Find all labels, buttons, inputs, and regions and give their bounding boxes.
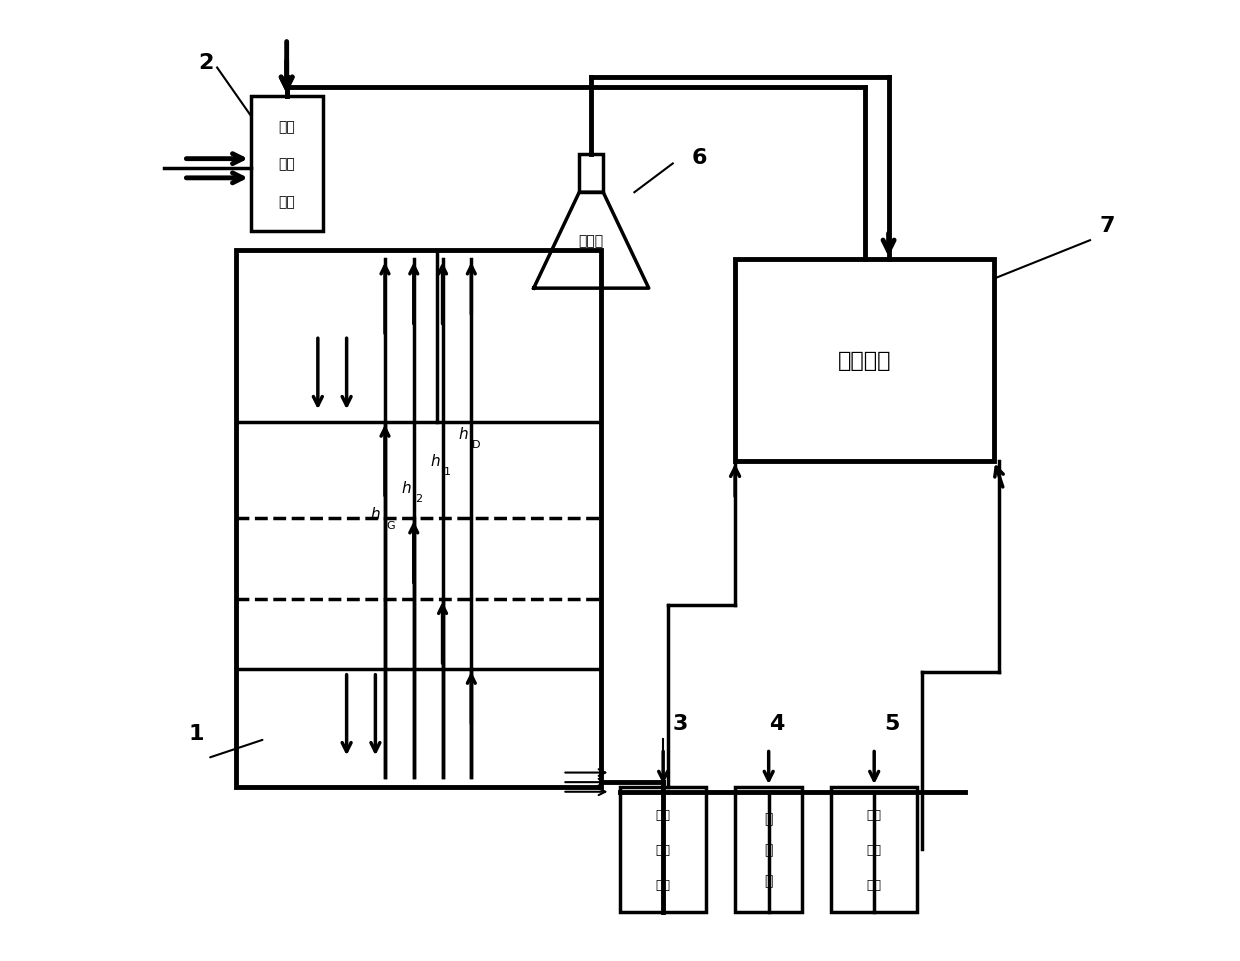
Text: 泵: 泵 (765, 874, 773, 888)
Text: 测距仪: 测距仪 (579, 234, 604, 248)
Text: 3: 3 (673, 714, 688, 733)
Text: G: G (386, 521, 394, 530)
Text: h: h (430, 454, 440, 468)
Bar (579, 155, 603, 193)
Text: 6: 6 (692, 148, 708, 168)
Text: 1: 1 (444, 467, 450, 477)
Text: 率测: 率测 (867, 843, 882, 856)
Text: 1: 1 (188, 724, 203, 743)
Text: 出油: 出油 (656, 808, 671, 821)
Text: 2: 2 (414, 494, 422, 504)
Text: 油: 油 (765, 843, 773, 856)
Bar (250, 97, 322, 232)
Bar (620, 787, 707, 912)
Text: 控制系统: 控制系统 (838, 351, 892, 371)
Bar (831, 787, 918, 912)
Text: 4: 4 (769, 714, 784, 733)
Text: 试仪: 试仪 (867, 877, 882, 891)
Bar (237, 251, 601, 787)
Text: h: h (402, 480, 410, 495)
Text: 石: 石 (765, 811, 773, 825)
Text: 电磁: 电磁 (656, 843, 671, 856)
Text: 7: 7 (1100, 215, 1115, 235)
Text: 2: 2 (198, 53, 213, 72)
Bar (735, 260, 994, 461)
Text: 阀门: 阀门 (656, 877, 671, 891)
Text: h: h (459, 427, 469, 441)
Text: 阀门: 阀门 (278, 195, 295, 209)
Text: 电磁: 电磁 (278, 158, 295, 171)
Bar (735, 787, 802, 912)
Text: h: h (371, 506, 381, 522)
Text: 含水: 含水 (867, 808, 882, 821)
Text: 进油: 进油 (278, 120, 295, 134)
Text: D: D (472, 440, 481, 450)
Text: 5: 5 (884, 714, 899, 733)
